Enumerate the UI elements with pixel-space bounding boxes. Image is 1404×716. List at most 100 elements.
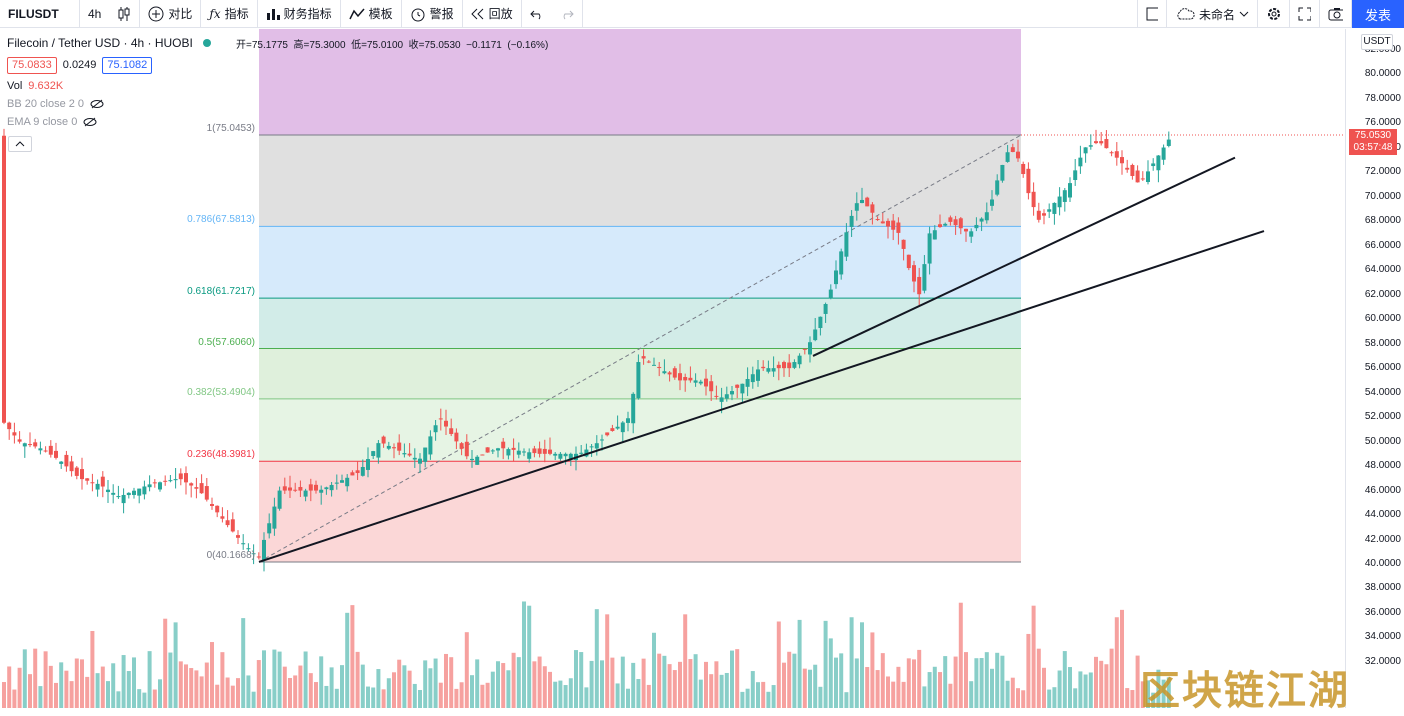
chart-type-button[interactable] (109, 0, 141, 28)
symbol-search[interactable]: FILUSDT (0, 0, 80, 28)
bid-price[interactable]: 75.0833 (7, 56, 57, 74)
redo-button[interactable] (552, 0, 583, 28)
volume-bar (646, 684, 651, 708)
candle-body (33, 442, 38, 447)
volume-bar (516, 657, 521, 708)
collapse-legend-button[interactable] (8, 136, 32, 152)
bb-indicator-label[interactable]: BB 20 close 2 0 (7, 98, 85, 110)
volume-bar (272, 649, 277, 708)
snapshot-button[interactable] (1320, 0, 1352, 28)
candle-body (610, 428, 615, 431)
candle-body (43, 450, 48, 452)
volume-bar (1104, 664, 1109, 708)
volume-bar (589, 660, 594, 708)
volume-bar (340, 665, 344, 708)
volume-bar (475, 659, 480, 708)
volume-bar (740, 691, 745, 708)
price-tick: 40.0000 (1364, 558, 1401, 569)
volume-bar (834, 657, 838, 708)
replay-button[interactable]: 回放 (463, 0, 521, 28)
volume-bar (797, 619, 802, 708)
fullscreen-button[interactable] (1290, 0, 1320, 28)
eye-off-icon[interactable] (90, 99, 104, 109)
volume-bar (1068, 667, 1072, 708)
volume-bar (943, 656, 948, 708)
volume-bar (693, 654, 698, 708)
candle-body (548, 449, 552, 454)
candle-body (1005, 152, 1010, 162)
fib-level-label: 0.618(61.7217) (187, 286, 255, 298)
alert-label: 警报 (429, 7, 454, 21)
volume-bar (1146, 680, 1150, 708)
volume-bar (818, 686, 823, 708)
symbol-title[interactable]: Filecoin / Tether USD · 4h · HUOBI (7, 36, 193, 50)
volume-bar (1042, 667, 1046, 708)
volume-bar (371, 687, 376, 708)
ema-indicator-label[interactable]: EMA 9 close 0 (7, 116, 78, 128)
volume-bar (537, 656, 542, 708)
volume-bar (298, 665, 303, 708)
candle-body (459, 443, 464, 449)
volume-label: Vol (7, 80, 23, 92)
layout-name-button[interactable]: 未命名 (1167, 0, 1258, 28)
price-tick: 56.0000 (1364, 362, 1401, 374)
candle-body (938, 224, 942, 228)
trend-line (258, 230, 1265, 563)
candle-body (1161, 147, 1166, 160)
candle-body (756, 369, 760, 381)
candle-body (106, 489, 110, 493)
volume-bar (38, 686, 43, 708)
volume-bar (43, 651, 48, 708)
volume-bar (969, 681, 974, 708)
compare-button[interactable]: 对比 (140, 0, 202, 28)
volume-bar (839, 653, 844, 708)
volume-bar (875, 670, 880, 708)
chevron-down-icon (1239, 11, 1249, 17)
volume-bar (334, 688, 339, 708)
fib-retracement[interactable] (258, 29, 1345, 563)
candle-body (204, 486, 209, 500)
candle-body (964, 228, 968, 232)
candle-body (704, 378, 708, 387)
eye-off-icon[interactable] (83, 117, 97, 127)
volume-bar (958, 602, 963, 708)
volume-bar (1078, 671, 1083, 708)
candle-body (267, 523, 272, 534)
volume-bar (792, 653, 797, 708)
price-tick: 62.0000 (1364, 288, 1401, 300)
candle-body (813, 329, 818, 341)
fullscreen-toggle-button[interactable] (1136, 0, 1167, 28)
candle-body (371, 451, 376, 456)
volume-bar (173, 622, 178, 708)
candle-body (792, 362, 797, 368)
financials-button[interactable]: 财务指标 (258, 0, 341, 28)
trend-lines[interactable] (258, 156, 1265, 563)
candle-body (740, 383, 745, 394)
ask-price[interactable]: 75.1082 (102, 56, 153, 74)
alarm-clock-icon (411, 8, 425, 21)
volume-bar (683, 614, 688, 708)
interval-button[interactable]: 4h (80, 0, 109, 28)
publish-button[interactable]: 发表 (1352, 0, 1404, 28)
candle-body (1146, 171, 1150, 183)
volume-bar (428, 668, 433, 708)
settings-button[interactable] (1258, 0, 1290, 28)
volume-bar (912, 659, 916, 708)
candle-body (438, 418, 443, 420)
templates-button[interactable]: 模板 (341, 0, 402, 28)
volume-bar (1016, 688, 1020, 708)
volume-bar (381, 689, 386, 708)
candle-body (1042, 213, 1046, 216)
volume-bar (990, 668, 994, 708)
currency-badge[interactable]: USDT (1361, 34, 1393, 50)
indicators-button[interactable]: ƒx 指标 (201, 0, 258, 28)
volume-bar (210, 642, 214, 708)
volume-bar (667, 664, 672, 708)
volume-bar (953, 656, 958, 708)
volume-bar (511, 652, 516, 708)
volume-bar (714, 661, 719, 708)
alert-button[interactable]: 警报 (402, 0, 463, 28)
candle-body (922, 264, 927, 291)
undo-button[interactable] (520, 0, 552, 28)
